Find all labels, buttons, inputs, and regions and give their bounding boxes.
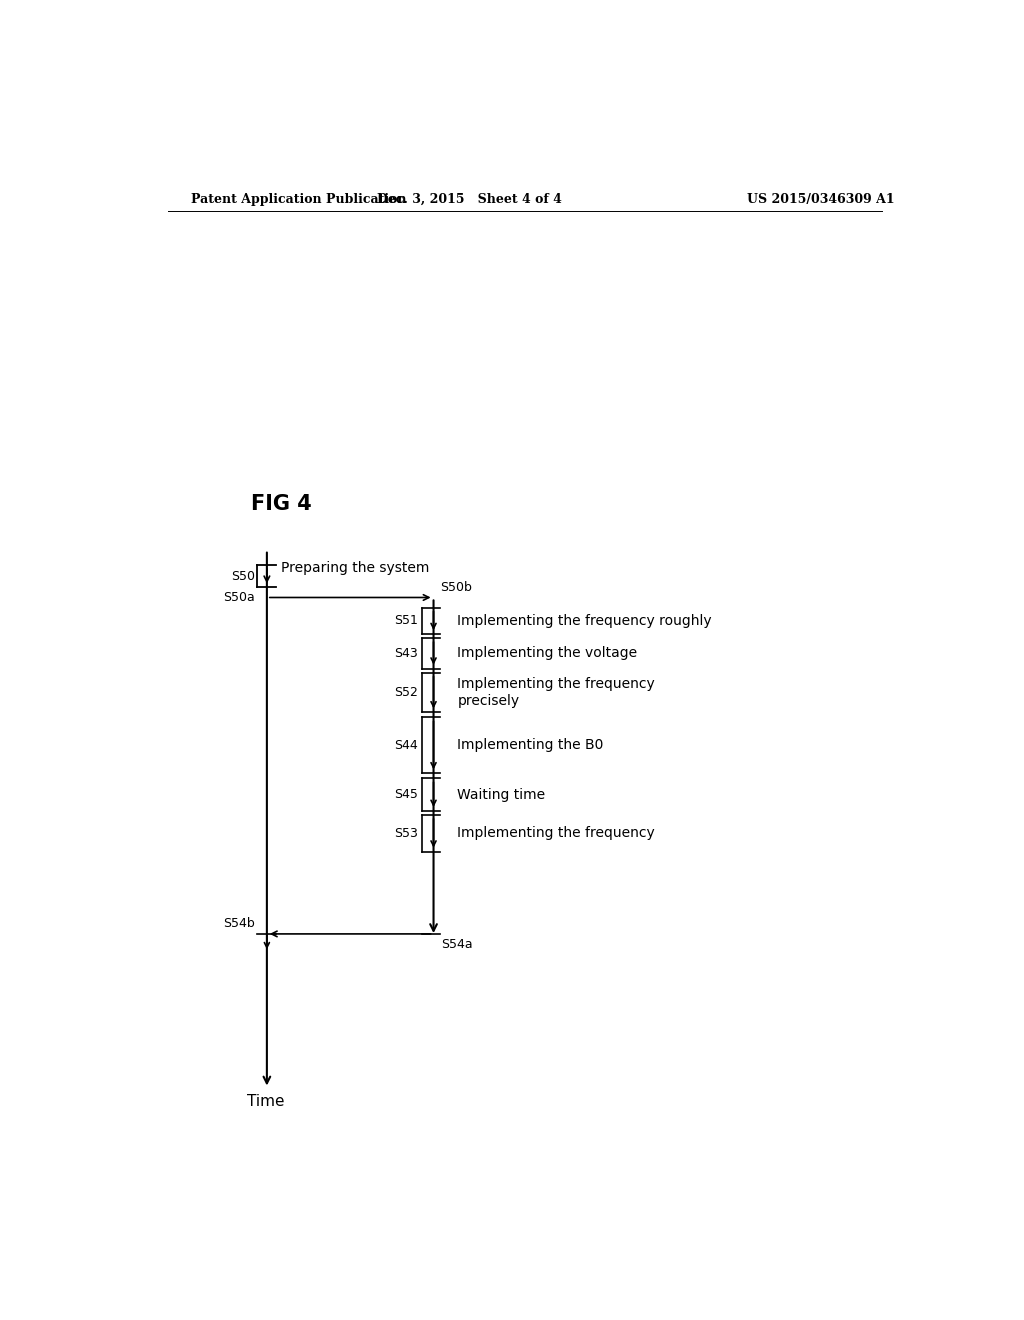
Text: Implementing the frequency roughly: Implementing the frequency roughly xyxy=(458,614,712,628)
Text: S44: S44 xyxy=(394,739,418,752)
Text: S52: S52 xyxy=(394,686,418,700)
Text: Preparing the system: Preparing the system xyxy=(282,561,429,576)
Text: Waiting time: Waiting time xyxy=(458,788,546,801)
Text: S50b: S50b xyxy=(440,581,472,594)
Text: S50a: S50a xyxy=(223,591,255,605)
Text: Implementing the frequency: Implementing the frequency xyxy=(458,826,655,841)
Text: Implementing the B0: Implementing the B0 xyxy=(458,738,604,752)
Text: S50: S50 xyxy=(231,570,255,582)
Text: S54b: S54b xyxy=(223,917,255,931)
Text: Implementing the frequency
precisely: Implementing the frequency precisely xyxy=(458,677,655,708)
Text: US 2015/0346309 A1: US 2015/0346309 A1 xyxy=(748,193,895,206)
Text: S51: S51 xyxy=(394,614,418,627)
Text: S43: S43 xyxy=(394,647,418,660)
Text: FIG 4: FIG 4 xyxy=(251,494,311,513)
Text: Time: Time xyxy=(247,1094,285,1109)
Text: Patent Application Publication: Patent Application Publication xyxy=(191,193,407,206)
Text: S53: S53 xyxy=(394,826,418,840)
Text: Dec. 3, 2015   Sheet 4 of 4: Dec. 3, 2015 Sheet 4 of 4 xyxy=(377,193,562,206)
Text: S54a: S54a xyxy=(441,937,473,950)
Text: Implementing the voltage: Implementing the voltage xyxy=(458,647,638,660)
Text: S45: S45 xyxy=(394,788,418,801)
